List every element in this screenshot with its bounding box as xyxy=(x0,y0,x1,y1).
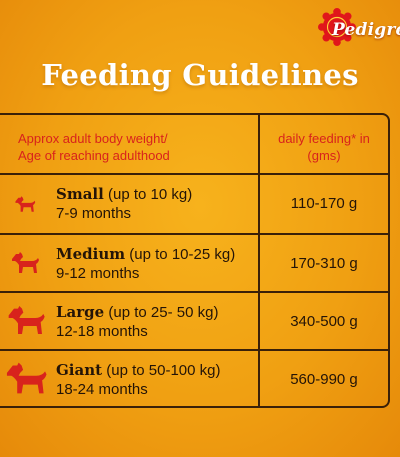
page-title: Feeding Guidelines xyxy=(41,58,359,92)
daily-feeding-header: daily feeding* in (gms) xyxy=(260,130,388,164)
row-description: Large (up to 25- 50 kg) 12-18 months xyxy=(56,303,256,341)
giant-dog-icon xyxy=(6,362,47,394)
size-label: Small xyxy=(56,185,104,203)
size-label: Medium xyxy=(56,245,126,263)
feeding-table: Approx adult body weight/ Age of reachin… xyxy=(0,113,390,408)
daily-feeding-value: 170-310 g xyxy=(290,255,358,272)
daily-feeding-value: 340-500 g xyxy=(290,313,358,330)
table-row-giant: Giant (up to 50-100 kg) 18-24 months 560… xyxy=(0,349,388,406)
adult-age: 18-24 months xyxy=(56,381,148,398)
table-row-large: Large (up to 25- 50 kg) 12-18 months 340… xyxy=(0,291,388,349)
daily-feeding-value: 560-990 g xyxy=(290,371,358,388)
size-label: Giant xyxy=(56,361,103,379)
seal-icon xyxy=(318,8,356,46)
header-left-line2: Age of reaching adulthood xyxy=(18,148,170,163)
weight-range: (up to 10-25 kg) xyxy=(129,246,236,263)
table-row-small: Small (up to 10 kg) 7-9 months 110-170 g xyxy=(0,175,388,233)
weight-range: (up to 10 kg) xyxy=(108,186,193,203)
table-header: Approx adult body weight/ Age of reachin… xyxy=(0,115,388,175)
table-row-medium: Medium (up to 10-25 kg) 9-12 months 170-… xyxy=(0,233,388,291)
row-description: Medium (up to 10-25 kg) 9-12 months xyxy=(56,245,256,283)
row-description: Giant (up to 50-100 kg) 18-24 months xyxy=(56,361,256,399)
small-dog-icon xyxy=(15,196,36,212)
adult-age: 9-12 months xyxy=(56,265,140,282)
weight-range: (up to 50-100 kg) xyxy=(106,362,221,379)
medium-dog-icon xyxy=(12,252,39,273)
large-dog-icon xyxy=(8,306,45,334)
adult-age: 7-9 months xyxy=(56,205,132,222)
size-label: Large xyxy=(56,303,105,321)
daily-feeding-value: 110-170 g xyxy=(290,195,358,212)
row-description: Small (up to 10 kg) 7-9 months xyxy=(56,185,256,223)
pedigree-logo: Pedigre xyxy=(318,6,400,52)
adult-age: 12-18 months xyxy=(56,323,148,340)
header-left-line1: Approx adult body weight/ xyxy=(18,131,168,146)
header-right-line2: (gms) xyxy=(307,148,341,163)
header-right-line1: daily feeding* in xyxy=(278,131,370,146)
column-divider xyxy=(258,115,260,406)
weight-age-header: Approx adult body weight/ Age of reachin… xyxy=(18,130,253,164)
brand-wordmark: Pedigre xyxy=(332,20,400,40)
weight-range: (up to 25- 50 kg) xyxy=(108,304,219,321)
